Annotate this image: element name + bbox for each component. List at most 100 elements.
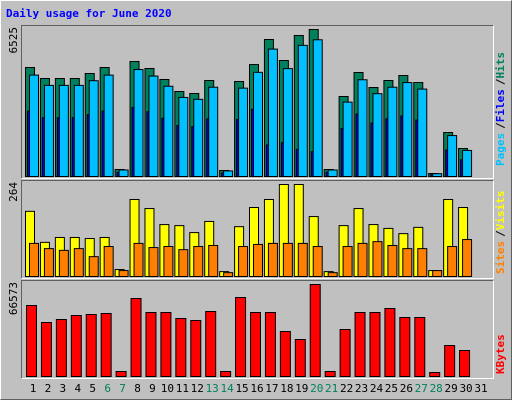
bar [238,246,249,277]
bar [417,248,428,278]
bar [447,135,458,177]
x-tick-label: 18 [280,382,293,395]
bar [432,270,443,277]
bar [282,242,293,277]
bar [118,169,129,178]
legend-separator: / [494,122,507,129]
bar [387,244,398,277]
x-tick-label: 11 [176,382,189,395]
bar [432,173,443,177]
bar [115,371,127,377]
x-tick-label: 3 [60,382,67,395]
legend: KBytes [494,334,507,374]
bar [235,296,247,378]
y-max-label: 66573 [7,282,20,315]
bar [357,242,368,277]
bar [88,80,99,177]
legend-separator: / [494,78,507,85]
legend-entry: KBytes [494,334,507,374]
x-tick-label: 5 [89,382,96,395]
bar [43,248,54,278]
x-tick-label: 4 [74,382,81,395]
x-tick-label: 24 [370,382,384,395]
panel-frame [21,180,494,279]
bar [26,305,37,378]
x-tick-label: 8 [134,382,141,395]
bar [103,246,114,277]
legend-entry: Visits [494,191,507,231]
bar [267,48,278,177]
bar [238,87,249,177]
legend-entry: Sites [494,241,507,274]
panel-frame [21,280,494,379]
bar [163,85,174,177]
panel-frame [21,280,494,379]
bar [312,39,323,177]
legend-entry: Pages [494,133,507,166]
bar [148,247,159,278]
legend-separator: / [494,230,507,237]
bar [327,169,338,178]
x-tick-label: 15 [235,382,248,395]
bar [118,270,129,277]
panel-frame [21,25,494,179]
bar [130,297,142,377]
bar [70,315,82,378]
x-tick-label: 2 [45,382,52,395]
bar [73,84,84,177]
bar [402,82,413,177]
bar [223,272,234,277]
x-tick-label: 12 [191,382,204,395]
x-tick-label: 9 [149,382,156,395]
legend: Sites /Visits [494,191,507,275]
bar [58,249,69,277]
legend-entry: Files [494,89,507,122]
bar [175,317,187,377]
bar [250,311,261,377]
bar [103,74,114,177]
bar [58,84,69,177]
x-tick-label: 21 [325,382,338,395]
bar [178,96,189,177]
bar [327,272,338,277]
bar [208,244,219,277]
bar [297,242,308,277]
bar [43,84,54,177]
bar [399,316,411,378]
x-tick-label: 19 [295,382,308,395]
bar [40,322,52,378]
legend-entry: Hits [494,52,507,79]
x-tick-label: 29 [445,382,458,395]
bar [264,311,276,377]
panel-frame [21,25,494,179]
bar [384,308,396,377]
bar [193,246,204,277]
x-tick-label: 16 [250,382,263,395]
x-tick-label: 20 [310,382,323,395]
bar [462,149,473,178]
x-tick-label: 26 [400,382,413,395]
bar [282,68,293,177]
bar [357,79,368,177]
bar [193,98,204,177]
x-tick-label: 1 [30,382,37,395]
bar [324,371,336,377]
bar [354,311,366,377]
bar [342,101,353,177]
bar [29,74,39,177]
y-max-label: 264 [7,182,20,202]
bar [387,86,398,177]
x-tick-label: 22 [340,382,353,395]
x-tick-label: 23 [355,382,368,395]
bar [190,319,202,377]
bar [444,345,456,377]
bar [309,284,321,377]
chart-title: Daily usage for June 2020 [6,7,172,20]
bar [369,311,381,377]
bar [148,75,159,177]
bar [178,249,189,278]
bar [429,372,441,378]
bar [85,314,97,378]
